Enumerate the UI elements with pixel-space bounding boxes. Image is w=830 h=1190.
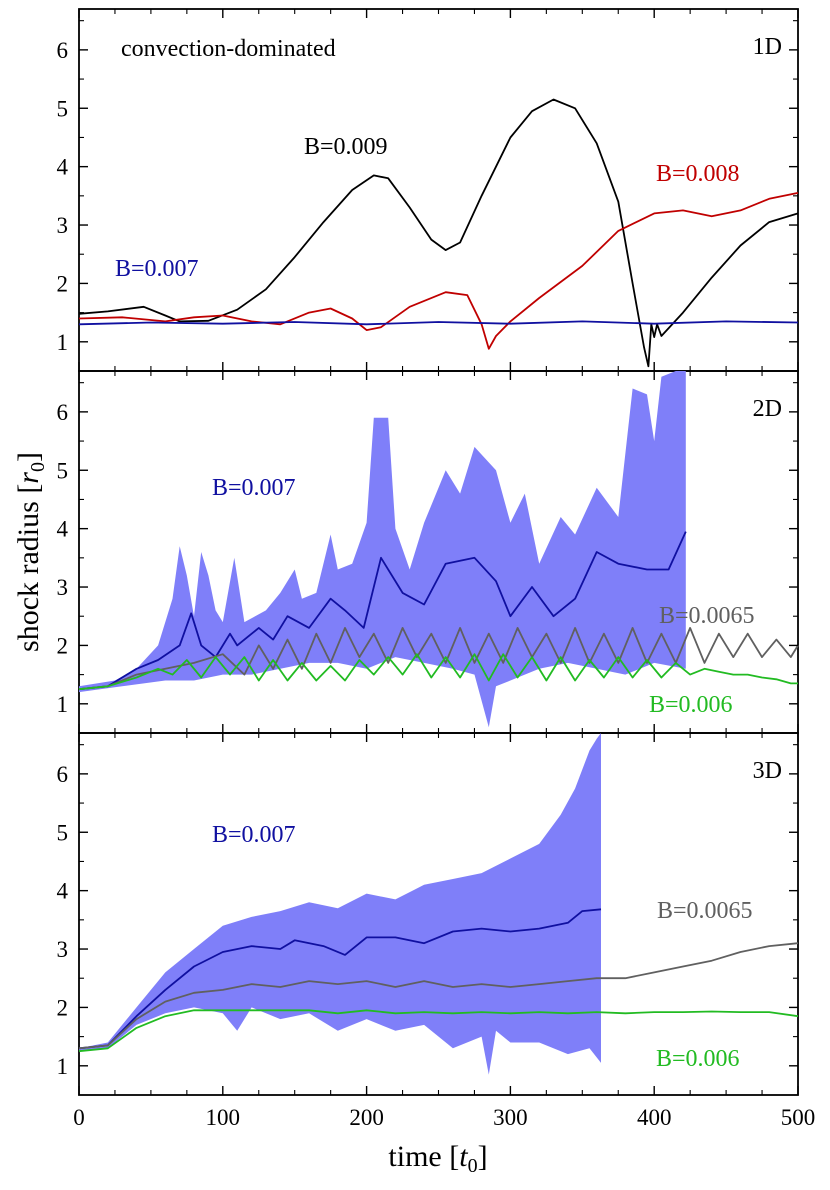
legend-b0006-label: B=0.006 <box>656 1046 740 1072</box>
y-tick-label: 6 <box>57 762 69 787</box>
y-axis-label-end: ] <box>12 452 45 462</box>
legend-b0009-label: B=0.009 <box>304 134 388 160</box>
x-axis-label-main: time [ <box>388 1140 459 1173</box>
x-tick-label: 0 <box>73 1105 85 1130</box>
x-axis-label-sub: 0 <box>468 1155 478 1177</box>
y-axis-label-var: r <box>12 472 45 484</box>
y-tick-label: 3 <box>57 575 69 600</box>
legend-b0006-label: B=0.006 <box>649 692 733 718</box>
y-tick-label: 1 <box>57 692 69 717</box>
panel-1d-tag: 1D <box>753 34 782 60</box>
axis-ticks: 1 2 3 4 5 6 1 2 3 4 5 6 1 2 3 4 5 6 0 100 200 300 400 500 <box>57 9 816 1130</box>
legend-b0007-label: B=0.007 <box>212 822 296 848</box>
x-axis-label: time [t0] <box>388 1140 487 1177</box>
y-tick-label: 2 <box>57 271 69 296</box>
x-tick-label: 300 <box>493 1105 528 1130</box>
legend-b0008-label: B=0.008 <box>656 161 740 187</box>
series-line-0009 <box>78 98 799 368</box>
y-tick-label: 4 <box>57 879 69 904</box>
y-axis-label-sub: 0 <box>27 462 49 472</box>
range-band-3d <box>79 733 601 1075</box>
x-tick-label: 400 <box>637 1105 672 1130</box>
series-line-0007 <box>78 320 799 326</box>
panel-3d-plot <box>78 733 799 1075</box>
x-tick-label: 100 <box>206 1105 241 1130</box>
x-axis-label-end: ] <box>478 1140 488 1173</box>
legend-b00065-label: B=0.0065 <box>657 898 753 924</box>
y-tick-label: 1 <box>57 1054 69 1079</box>
series-line-0007 <box>78 531 687 691</box>
y-tick-label: 4 <box>57 517 69 542</box>
y-tick-label: 2 <box>57 633 69 658</box>
x-axis-label-var: t <box>459 1140 468 1173</box>
y-tick-label: 3 <box>57 213 69 238</box>
series-line-0007 <box>78 908 602 1050</box>
panel-1d-plot <box>78 98 799 368</box>
series-line-00065 <box>78 627 799 691</box>
panel-3d-tag: 3D <box>753 758 782 784</box>
range-band-2d <box>79 371 686 728</box>
x-tick-label: 500 <box>781 1105 816 1130</box>
y-tick-label: 5 <box>57 458 69 483</box>
y-tick-label: 4 <box>57 155 69 180</box>
y-axis-label: shock radius [r0] <box>12 452 49 652</box>
legend-b00065-label: B=0.0065 <box>659 603 755 629</box>
panel-1d-frame <box>78 8 799 372</box>
series-line-00065 <box>78 942 799 1050</box>
y-tick-label: 6 <box>57 400 69 425</box>
legend-b0007-label: B=0.007 <box>115 256 199 282</box>
panel-2d-plot <box>78 371 799 728</box>
series-line-0006 <box>78 1009 799 1053</box>
series-line-0006 <box>78 653 798 691</box>
panel-1d-annotation: convection-dominated <box>121 36 336 62</box>
y-tick-label: 3 <box>57 937 69 962</box>
y-tick-label: 6 <box>57 38 69 63</box>
y-tick-label: 2 <box>57 995 69 1020</box>
legend-b0007-label: B=0.007 <box>212 475 296 501</box>
series-line-0008 <box>78 192 799 350</box>
y-axis-label-main: shock radius [ <box>12 484 45 652</box>
x-tick-label: 200 <box>349 1105 384 1130</box>
panel-2d-tag: 2D <box>753 396 782 422</box>
y-tick-label: 5 <box>57 96 69 121</box>
y-tick-label: 1 <box>57 330 69 355</box>
y-tick-label: 5 <box>57 820 69 845</box>
